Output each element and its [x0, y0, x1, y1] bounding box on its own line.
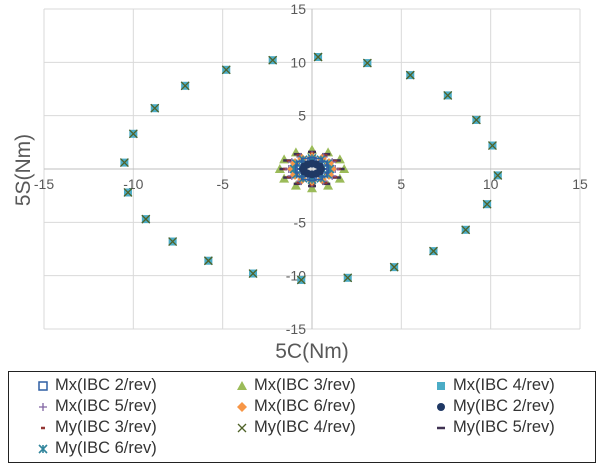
x-tick-label: -10	[123, 176, 143, 192]
data-point	[268, 55, 278, 65]
legend-label: Mx(IBC 6/rev)	[254, 397, 356, 415]
data-point	[389, 262, 399, 272]
y-tick-label: 5	[298, 108, 306, 124]
y-axis-title: 5S(Nm)	[12, 134, 35, 206]
y-tick-label: 15	[290, 1, 306, 17]
legend-label: My(IBC 4/rev)	[254, 418, 356, 436]
data-point	[180, 81, 190, 91]
series-Mx(IBC 4/rev)	[120, 53, 502, 284]
legend-label: My(IBC 2/rev)	[453, 397, 555, 415]
legend-item: My(IBC 2/rev)	[435, 397, 555, 416]
data-point	[237, 423, 247, 432]
legend-marker-icon	[237, 401, 247, 412]
legend-item: Mx(IBC 6/rev)	[236, 397, 356, 416]
data-point	[38, 443, 48, 454]
legend-label: Mx(IBC 5/rev)	[55, 397, 157, 415]
legend-label: My(IBC 6/rev)	[55, 439, 157, 457]
series-My(IBC 2/rev)	[299, 159, 325, 179]
legend-label: My(IBC 5/rev)	[453, 418, 555, 436]
data-point	[429, 246, 438, 256]
data-point	[119, 158, 129, 168]
legend-label: Mx(IBC 2/rev)	[55, 376, 157, 394]
data-point	[290, 180, 301, 190]
series-My(IBC 4/rev)	[119, 52, 503, 285]
legend-item: My(IBC 3/rev)	[37, 418, 157, 437]
data-point	[323, 180, 334, 190]
legend-label: Mx(IBC 4/rev)	[453, 376, 555, 394]
data-point	[307, 183, 317, 193]
data-point	[343, 273, 353, 283]
data-point	[150, 103, 160, 113]
legend-marker-icon	[38, 380, 48, 391]
legend-marker-icon	[237, 380, 247, 390]
data-point	[168, 237, 178, 246]
data-point	[296, 275, 306, 285]
x-tick-label: -15	[34, 176, 54, 192]
legend-label: Mx(IBC 3/rev)	[254, 376, 356, 394]
legend-marker-icon	[38, 443, 48, 454]
legend-marker-icon	[437, 426, 445, 429]
legend-label: My(IBC 3/rev)	[55, 418, 157, 436]
data-point	[128, 129, 138, 139]
x-tick-label: 5	[397, 176, 405, 192]
data-point	[221, 65, 231, 75]
legend-marker-icon	[39, 402, 47, 411]
legend-item: Mx(IBC 3/rev)	[236, 376, 356, 395]
legend-item: Mx(IBC 5/rev)	[37, 397, 157, 416]
data-point	[461, 225, 471, 235]
x-tick-label: -5	[216, 176, 229, 192]
legend: Mx(IBC 2/rev) Mx(IBC 3/rev) Mx(IBC 4/rev) M…	[8, 371, 596, 463]
data-point	[471, 115, 481, 125]
legend-marker-icon	[437, 402, 445, 411]
data-point	[362, 58, 372, 68]
data-point	[38, 380, 48, 391]
legend-item: My(IBC 6/rev)	[37, 439, 157, 458]
data-point	[487, 141, 497, 150]
data-point	[141, 214, 151, 224]
legend-item: Mx(IBC 2/rev)	[37, 376, 157, 395]
data-point	[482, 199, 492, 209]
data-point	[405, 70, 415, 80]
legend-marker-icon	[41, 426, 45, 429]
y-tick-label: 10	[290, 54, 306, 70]
x-tick-label: 15	[572, 176, 588, 192]
data-point	[248, 269, 258, 278]
data-point	[493, 170, 503, 180]
legend-item: My(IBC 4/rev)	[236, 418, 356, 437]
data-point	[437, 402, 445, 411]
data-point	[39, 402, 47, 411]
data-point	[443, 90, 453, 100]
data-point	[313, 52, 323, 62]
x-axis-title: 5C(Nm)	[275, 340, 349, 363]
y-tick-label: -15	[286, 321, 306, 337]
x-tick-label: 10	[483, 176, 499, 192]
legend-item: Mx(IBC 4/rev)	[435, 376, 555, 395]
legend-marker-icon	[437, 381, 445, 390]
data-point	[237, 401, 247, 412]
data-point	[237, 380, 247, 390]
data-point	[203, 256, 213, 266]
legend-item: My(IBC 5/rev)	[435, 418, 555, 437]
data-point	[123, 188, 133, 197]
data-point	[315, 167, 324, 176]
legend-marker-icon	[237, 423, 247, 432]
y-tick-label: -5	[294, 214, 307, 230]
data-point	[437, 381, 445, 390]
